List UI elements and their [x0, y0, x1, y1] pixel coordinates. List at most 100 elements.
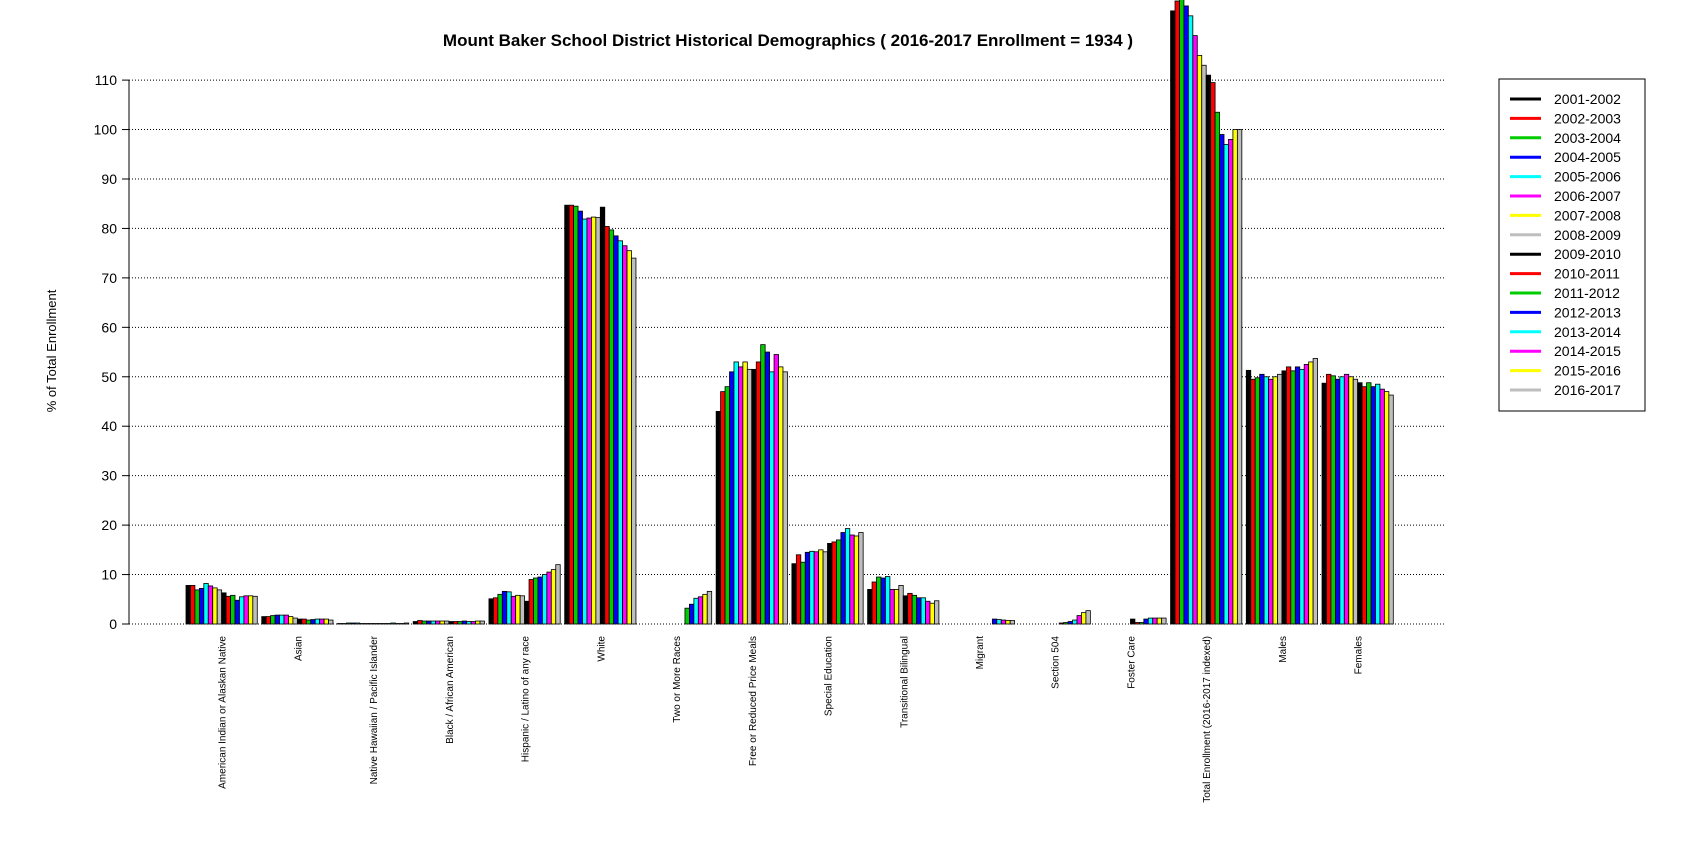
bar	[1383, 391, 1390, 625]
x-tick-label: Hispanic / Latino of any race	[521, 636, 532, 763]
x-tick-label: White	[596, 636, 607, 662]
x-tick-label: Free or Reduced Price Meals	[748, 636, 759, 766]
bar	[613, 235, 619, 625]
bar	[461, 620, 468, 625]
bar	[515, 594, 521, 625]
bar	[595, 217, 601, 625]
bar	[1009, 620, 1016, 625]
x-tick-label: Special Education	[824, 636, 835, 716]
bar	[911, 594, 918, 625]
bar	[1174, 0, 1180, 625]
bar	[1063, 622, 1069, 625]
bar	[1357, 382, 1363, 625]
bar	[1205, 74, 1212, 625]
bar	[279, 614, 285, 625]
y-tick-label: 50	[101, 369, 117, 385]
bar	[831, 541, 837, 625]
bar	[247, 595, 254, 625]
bar	[354, 622, 361, 625]
bar	[1170, 10, 1176, 625]
bar	[443, 620, 450, 625]
bar	[925, 600, 931, 625]
bar	[599, 206, 606, 625]
bar	[724, 386, 730, 625]
bar	[1379, 388, 1385, 625]
bar	[1250, 378, 1256, 625]
bar	[1228, 139, 1234, 625]
bar	[853, 535, 860, 625]
bar	[1196, 54, 1203, 625]
bar	[778, 366, 784, 625]
bar	[533, 577, 539, 625]
bar	[270, 615, 276, 625]
bar	[1272, 376, 1278, 625]
x-tick-label: Females	[1354, 636, 1365, 674]
y-tick-label: 20	[101, 517, 117, 533]
x-tick-label: Males	[1278, 636, 1289, 663]
legend-label: 2016-2017	[1554, 382, 1621, 398]
bar	[1067, 621, 1073, 625]
bar	[729, 371, 735, 625]
bar	[849, 534, 855, 625]
bar	[421, 620, 427, 625]
y-axis-label: % of Total Enrollment	[44, 289, 59, 412]
bar	[568, 204, 574, 625]
bar	[871, 581, 877, 625]
bar	[1076, 615, 1082, 625]
bar	[243, 595, 249, 625]
bar	[1143, 618, 1149, 625]
legend-label: 2013-2014	[1554, 324, 1621, 340]
bar	[1219, 134, 1225, 625]
bar	[212, 587, 218, 625]
bar	[889, 588, 895, 625]
bar	[430, 620, 436, 625]
legend-label: 2004-2005	[1554, 149, 1621, 165]
bar	[1294, 366, 1301, 625]
bar	[742, 361, 748, 625]
bar	[626, 250, 632, 625]
bar	[591, 216, 597, 625]
bar	[412, 621, 419, 625]
y-tick-label: 30	[101, 468, 117, 484]
bar	[916, 597, 922, 625]
bar	[448, 621, 454, 625]
bar	[1303, 364, 1310, 625]
bar	[738, 366, 744, 625]
bar	[252, 595, 258, 625]
bar	[198, 587, 205, 625]
bar	[1277, 373, 1283, 625]
bar	[1263, 376, 1269, 625]
bar	[319, 618, 325, 625]
bar	[693, 597, 699, 625]
bar	[488, 598, 494, 625]
bar	[288, 616, 294, 625]
x-tick-label: Native Hawaiian / Pacific Islander	[369, 635, 380, 784]
bar	[1000, 619, 1007, 625]
bar	[804, 551, 811, 625]
bar	[207, 585, 214, 625]
bar	[1343, 373, 1350, 625]
bar	[314, 618, 321, 625]
bar	[1330, 375, 1336, 625]
bar	[1192, 35, 1198, 625]
bar	[185, 585, 191, 625]
bar	[1375, 383, 1381, 625]
bar	[1005, 620, 1011, 625]
legend-label: 2015-2016	[1554, 363, 1621, 379]
legend-label: 2008-2009	[1554, 227, 1621, 243]
bar	[305, 619, 312, 625]
bar	[1081, 612, 1087, 625]
x-tick-label: American Indian or Alaskan Native	[218, 636, 229, 789]
chart-title: Mount Baker School District Historical D…	[443, 31, 1133, 50]
bar	[537, 576, 543, 625]
bar	[1299, 368, 1305, 625]
bar	[876, 576, 882, 625]
bar	[822, 551, 828, 625]
bar	[934, 600, 940, 625]
x-tick-label: Asian	[293, 636, 304, 661]
bar	[475, 620, 481, 625]
bar	[542, 574, 548, 625]
bar	[885, 576, 891, 625]
